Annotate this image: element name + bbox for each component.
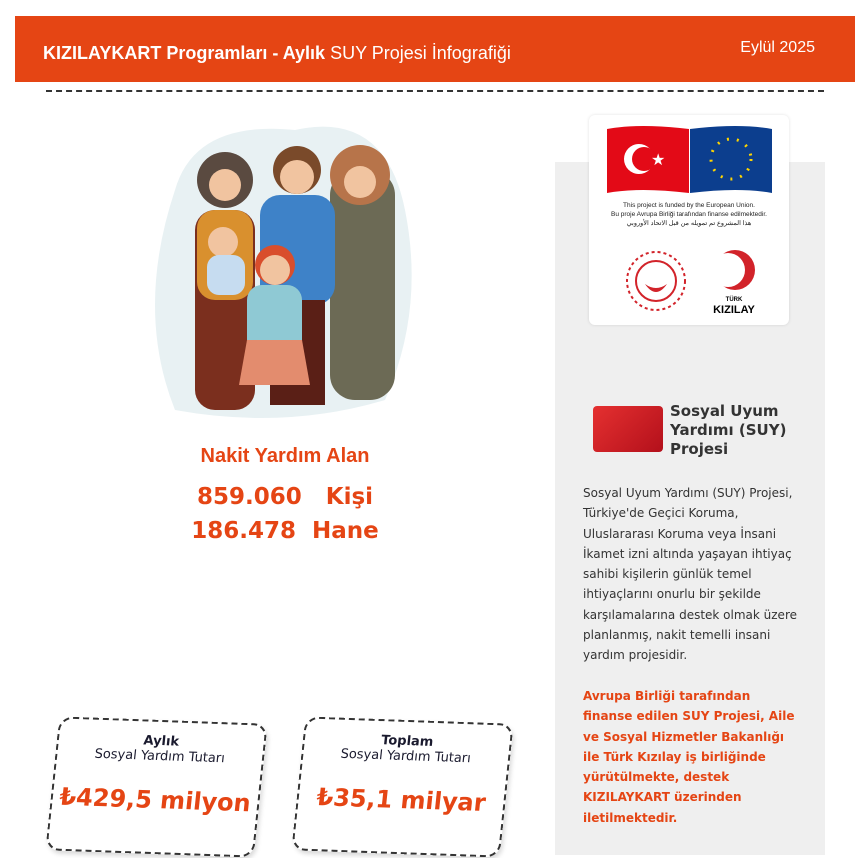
flags-logo: ★ xyxy=(607,126,772,193)
header-bar: KIZILAYKART Programları - Aylık SUY Proj… xyxy=(15,16,855,82)
kizilaykart-card-image xyxy=(593,406,663,452)
project-description: Sosyal Uyum Yardımı (SUY) Projesi, Türki… xyxy=(583,486,797,663)
report-date: Eylül 2025 xyxy=(740,39,815,56)
title-bold: KIZILAYKART Programları - Aylık xyxy=(43,43,326,63)
persons-count: 859.060 Kişi xyxy=(196,484,374,510)
partner-logos: ★ This project is funded by the European… xyxy=(589,115,789,325)
funded-ar: هذا المشروع تم تمويله من قبل الاتحاد الأ… xyxy=(626,220,752,227)
family-illustration xyxy=(155,126,412,419)
project-highlight: Avrupa Birliği tarafından finanse edilen… xyxy=(583,689,795,825)
kizilay-big: KIZILAY xyxy=(713,304,755,316)
funded-tr: Bu proje Avrupa Birliği tarafından finan… xyxy=(611,211,767,218)
card-value: ₺429,5 milyon xyxy=(58,782,253,818)
kizilay-small: TÜRK xyxy=(725,297,743,303)
ministry-seal-logo xyxy=(626,251,686,311)
total-amount-card: Toplam Sosyal Yardım Tutarı ₺35,1 milyar xyxy=(291,716,514,858)
kizilay-logo-text: TÜRK KIZILAY xyxy=(699,295,769,316)
divider xyxy=(46,90,824,92)
title-rest: SUY Projesi İnfografiği xyxy=(330,43,511,63)
card-value: ₺35,1 milyar xyxy=(315,783,488,817)
households-count: 186.478 Hane xyxy=(191,518,379,544)
beneficiary-stats: Nakit Yardım Alan 859.060 Kişi 186.478 H… xyxy=(140,445,430,548)
funding-notice: This project is funded by the European U… xyxy=(589,201,789,228)
stats-title: Nakit Yardım Alan xyxy=(200,445,370,467)
svg-text:★: ★ xyxy=(651,150,665,169)
crescent-logo xyxy=(713,250,755,290)
monthly-amount-card: Aylık Sosyal Yardım Tutarı ₺429,5 milyon xyxy=(45,716,268,858)
project-title: Sosyal Uyum Yardımı (SUY) Projesi xyxy=(670,402,787,458)
page-title: KIZILAYKART Programları - Aylık SUY Proj… xyxy=(43,43,511,64)
funded-en: This project is funded by the European U… xyxy=(623,202,755,209)
